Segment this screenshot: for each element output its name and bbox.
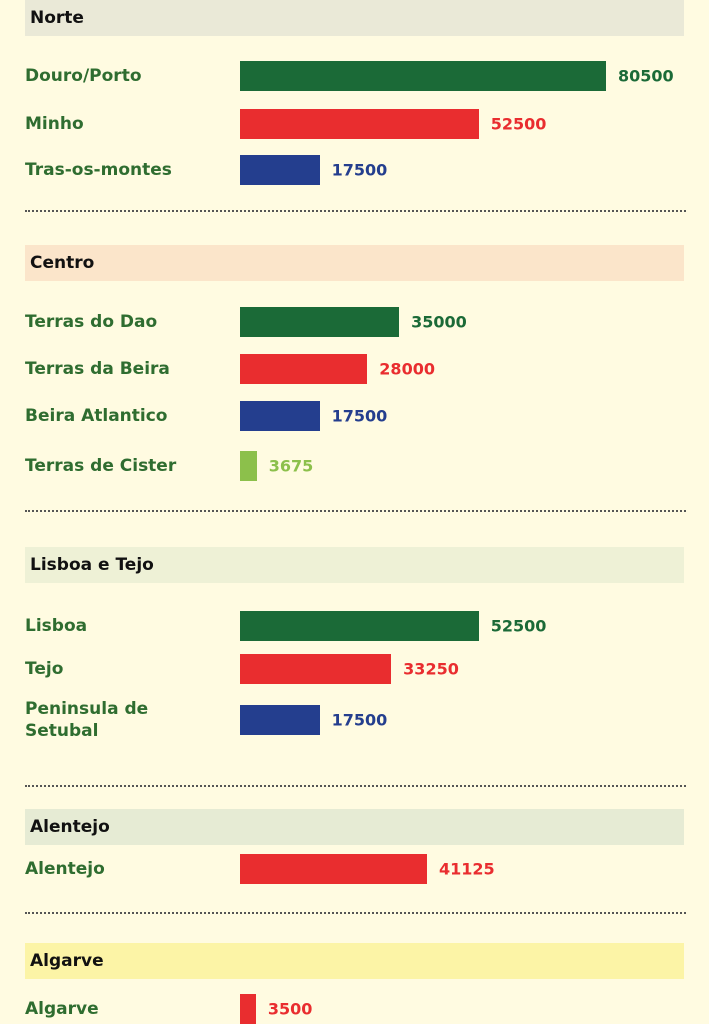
category-label: Beira Atlantico — [25, 406, 168, 426]
section-header: Centro — [25, 245, 684, 281]
category-label: Minho — [25, 114, 84, 134]
bar — [240, 354, 368, 384]
bar — [240, 61, 606, 91]
bar — [240, 994, 256, 1024]
category-label: Tejo — [25, 659, 64, 679]
bar — [240, 854, 427, 884]
separator — [25, 785, 686, 787]
category-label: Douro/Porto — [25, 66, 142, 86]
section-header: Norte — [25, 0, 684, 36]
category-label: Terras do Dao — [25, 312, 158, 332]
value-label: 3500 — [267, 999, 313, 1019]
value-label: 17500 — [331, 710, 388, 730]
category-label: Alentejo — [25, 859, 105, 879]
bar — [240, 401, 320, 431]
value-label: 28000 — [379, 359, 435, 379]
section-header: Alentejo — [25, 809, 684, 845]
bar — [240, 451, 257, 481]
value-label: 52500 — [490, 616, 547, 636]
category-label: Lisboa — [25, 616, 88, 636]
value-label: 17500 — [331, 406, 388, 426]
bar — [240, 155, 320, 185]
bar — [240, 611, 479, 641]
bar — [240, 307, 400, 337]
separator — [25, 210, 686, 212]
value-label: 33250 — [403, 659, 459, 679]
bar — [240, 654, 392, 684]
value-label: 35000 — [411, 312, 467, 332]
category-label: Tras-os-montes — [25, 160, 172, 180]
section-header: Algarve — [25, 943, 684, 979]
value-label: 3675 — [268, 456, 314, 476]
value-label: 52500 — [490, 114, 547, 134]
category-label: Algarve — [25, 999, 99, 1019]
section-header: Lisboa e Tejo — [25, 547, 684, 583]
category-label: Terras da Beira — [25, 359, 170, 379]
value-label: 80500 — [618, 66, 674, 86]
value-label: 41125 — [438, 859, 495, 879]
value-label: 17500 — [331, 160, 388, 180]
separator — [25, 510, 686, 512]
category-label: Terras de Cister — [25, 456, 177, 476]
separator — [25, 912, 686, 914]
bar — [240, 705, 320, 735]
category-label: Peninsula de Setubal — [25, 699, 149, 741]
bar — [240, 109, 479, 139]
